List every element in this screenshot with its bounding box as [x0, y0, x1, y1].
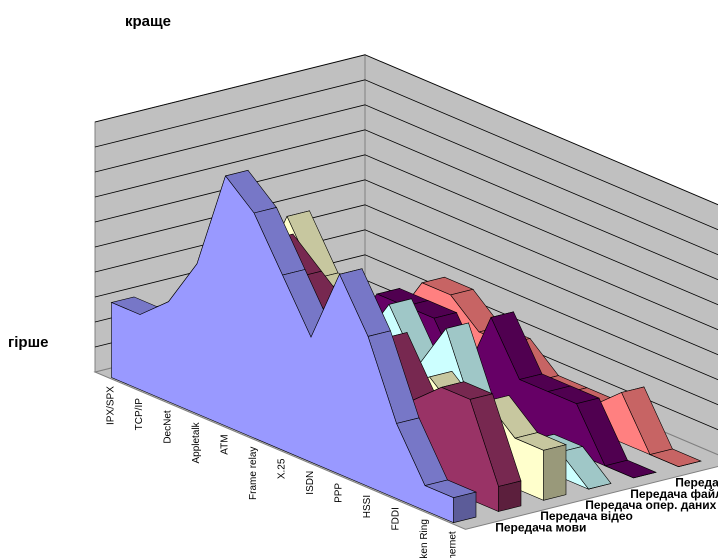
category-label: Frame relay: [248, 447, 259, 500]
gridline: [94, 54, 718, 206]
gridline: [94, 229, 718, 381]
category-label: ISDN: [305, 471, 316, 495]
gridline: [94, 154, 718, 306]
series-end-cap: [678, 460, 702, 467]
category-label: DecNet: [162, 410, 173, 444]
series-end-cap: [588, 483, 612, 490]
annotation-top: краще: [125, 13, 171, 30]
series-end-cap: [453, 491, 477, 524]
series-label: Передача відеофайлів: [675, 476, 718, 490]
category-label: Ethernet: [447, 531, 458, 558]
series-layer: [110, 169, 702, 524]
category-label: PPP: [333, 483, 344, 503]
category-label: TCP/IP: [134, 398, 145, 431]
series-label: Передача мови: [495, 520, 586, 534]
annotation-left: гірше: [8, 334, 48, 351]
series-label: Передача файлів даних: [630, 487, 718, 501]
category-label: X.25: [276, 458, 287, 479]
category-label: HSSI: [362, 495, 373, 518]
category-label: IPX/SPX: [105, 386, 116, 425]
series-end-cap: [543, 444, 567, 501]
gridline: [94, 104, 718, 256]
category-label: FDDI: [390, 507, 401, 530]
category-label: ATM: [219, 434, 230, 454]
category-label: Appletalk: [191, 421, 202, 463]
series-label: Передача опер. даних: [585, 498, 716, 512]
series-end-cap: [498, 480, 522, 512]
category-label: Token Ring: [419, 519, 430, 558]
gridline: [94, 179, 718, 331]
gridline: [94, 79, 718, 231]
gridline: [94, 204, 718, 356]
chart-labels: 00,511,522,533,544,55IPX/SPXTCP/IPDecNet…: [8, 13, 718, 558]
gridline: [94, 129, 718, 281]
series-end-cap: [633, 472, 657, 479]
series-front-face: [111, 175, 454, 524]
series-label: Передача відео: [540, 509, 633, 523]
series-0: [110, 169, 477, 524]
